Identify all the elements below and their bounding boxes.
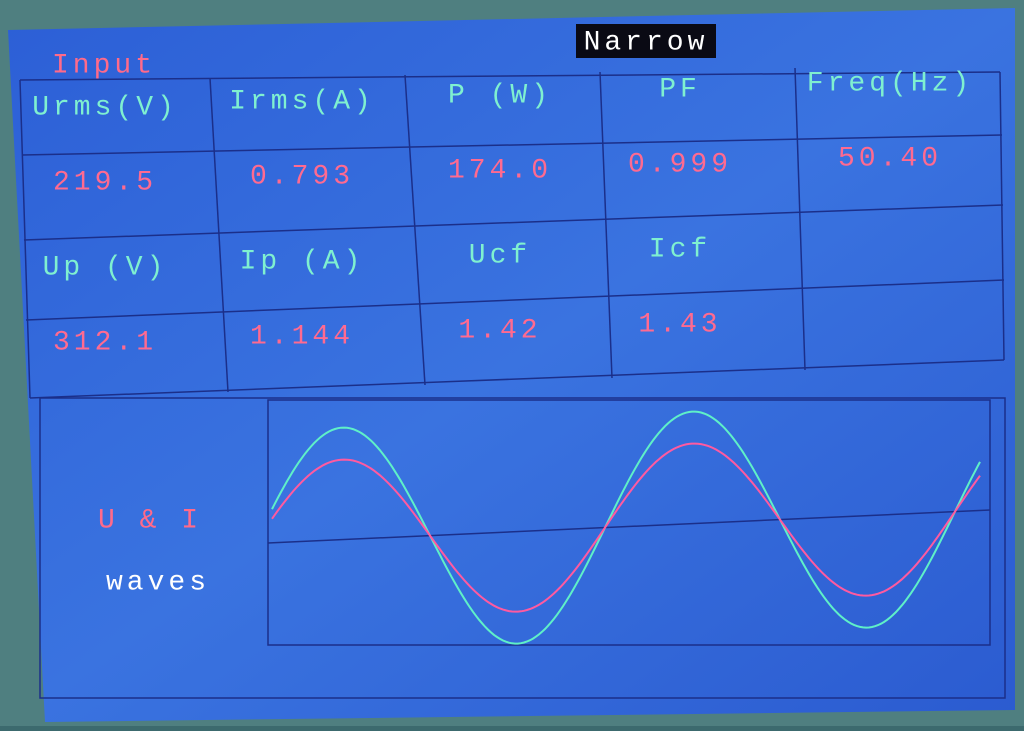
waves-label-bottom: waves bbox=[106, 567, 210, 598]
column-header: Freq(Hz) bbox=[807, 68, 973, 99]
cell-value: 0.793 bbox=[250, 161, 354, 192]
column-header: P (W) bbox=[448, 80, 552, 111]
column-header: Icf bbox=[649, 234, 711, 265]
mode-badge bbox=[576, 24, 716, 58]
voltage-wave bbox=[271, 410, 981, 645]
column-header: Ucf bbox=[469, 240, 531, 271]
column-header: Ip (A) bbox=[240, 246, 365, 277]
column-header: Up (V) bbox=[43, 252, 168, 283]
mode-label: Narrow bbox=[584, 27, 709, 58]
cell-value: 312.1 bbox=[53, 327, 157, 358]
cell-value: 0.999 bbox=[628, 149, 732, 180]
cell-value: 1.43 bbox=[638, 309, 721, 340]
cell-value: 174.0 bbox=[448, 155, 552, 186]
input-label: Input bbox=[52, 50, 156, 81]
cell-value: 219.5 bbox=[53, 167, 157, 198]
cell-value: 1.42 bbox=[458, 315, 541, 346]
cell-value: 1.144 bbox=[250, 321, 354, 352]
cell-value: 50.40 bbox=[838, 143, 942, 174]
display bbox=[8, 8, 1015, 722]
waves-label-top: U & I bbox=[98, 505, 202, 536]
column-header: PF bbox=[659, 74, 701, 105]
column-header: Urms(V) bbox=[32, 92, 178, 123]
table-grid bbox=[19, 67, 1006, 699]
current-wave bbox=[271, 442, 981, 613]
column-header: Irms(A) bbox=[229, 86, 375, 117]
